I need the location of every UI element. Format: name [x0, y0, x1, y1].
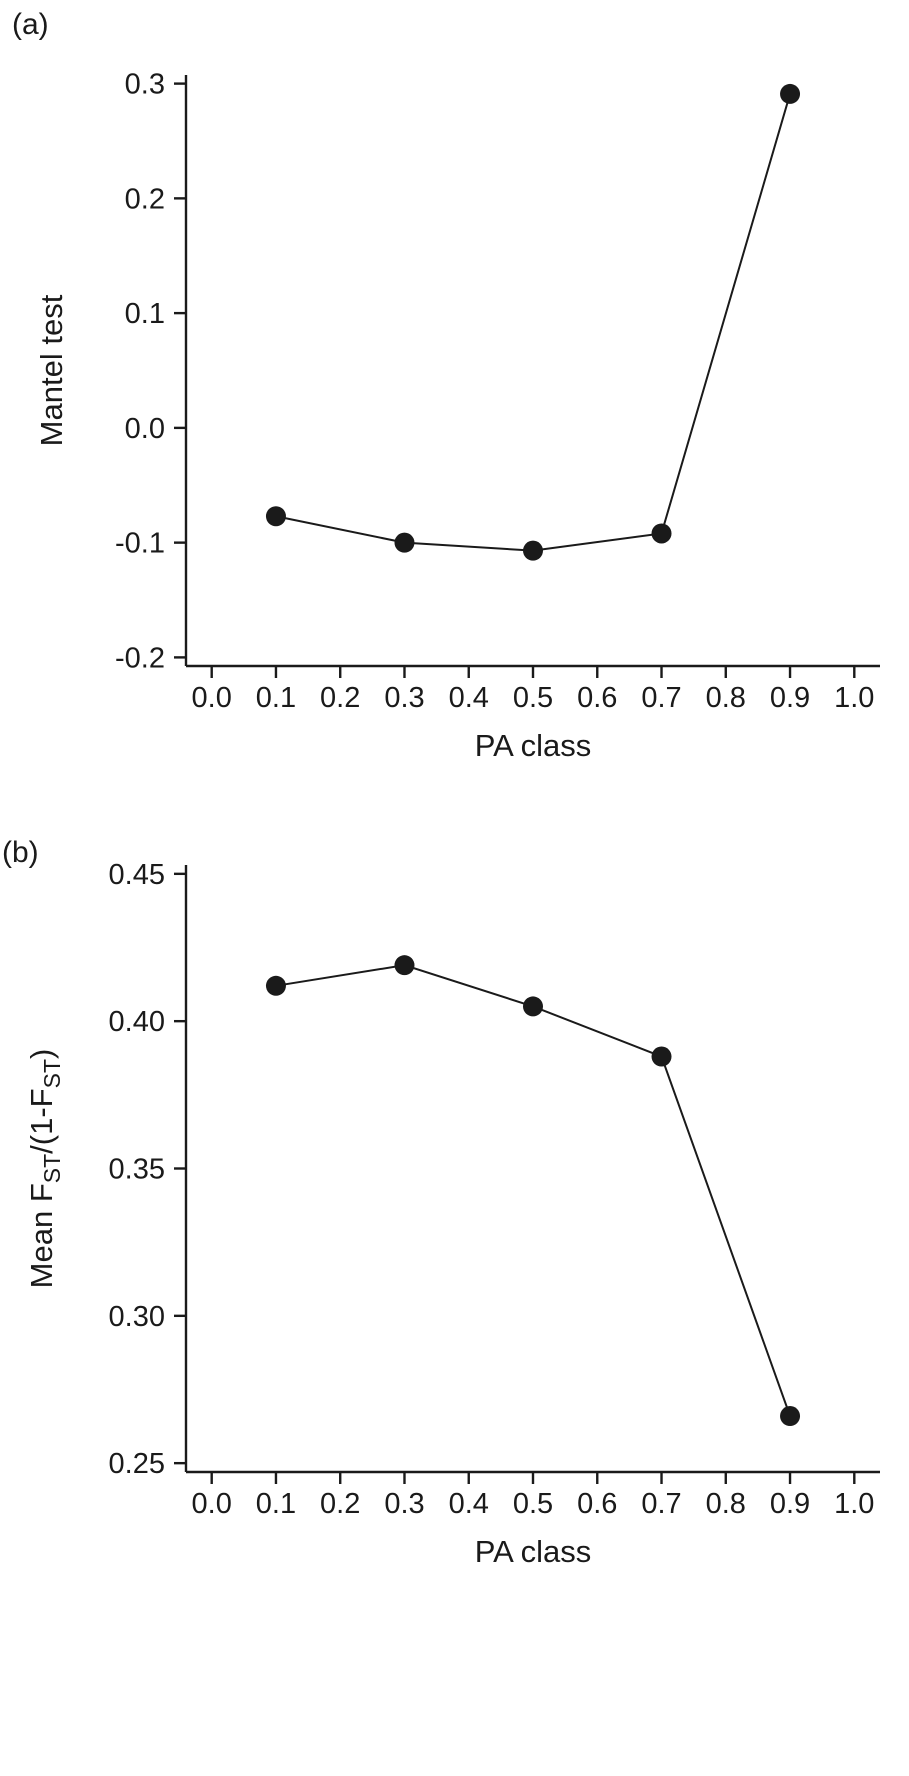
x-tick-label: 0.1 — [256, 1488, 296, 1520]
data-point — [394, 532, 415, 553]
x-tick-label: 0.0 — [192, 682, 232, 714]
data-point — [780, 1406, 801, 1427]
y-tick-label: -0.1 — [115, 528, 165, 560]
x-tick-label: 0.2 — [320, 1488, 360, 1520]
y-tick-label: 0.1 — [125, 298, 165, 330]
panel-b-label: (b) — [2, 836, 39, 869]
y-axis: 0.3 0.2 0.1 0.0 -0.1 -0.2 — [115, 69, 188, 674]
y-tick-label: 0.35 — [109, 1154, 165, 1186]
data-point — [523, 996, 543, 1017]
mantel-test-line-chart: 0.0 0.1 0.2 0.3 0.4 0.5 0.6 0.7 0.8 0.9 1.00.30.20… — [34, 69, 880, 763]
x-tick-label: 0.3 — [384, 682, 424, 714]
series-line — [275, 93, 791, 552]
x-tick-label: 0.4 — [449, 1488, 489, 1520]
x-tick-label: 0.7 — [641, 1488, 681, 1520]
x-axis-title: PA class — [475, 728, 592, 763]
x-tick-label: 0.9 — [770, 1488, 810, 1520]
data-point — [780, 83, 801, 104]
y-tick-label: 0.40 — [109, 1006, 165, 1038]
y-axis-title: Mantel test — [34, 294, 69, 446]
y-tick-label: 0.25 — [109, 1448, 165, 1480]
x-tick-label: 0.5 — [513, 1488, 553, 1520]
data-series — [265, 83, 801, 561]
x-tick-label: 1.0 — [834, 682, 874, 714]
x-tick-label: 0.5 — [513, 682, 553, 714]
panel-a: (a) 0.0 0.1 0.2 0.3 0.4 0.5 0.6 0.7 0.8 0.9 1.0 0.3… — [0, 0, 909, 812]
x-tick-label: 0.6 — [577, 1488, 617, 1520]
x-axis: 0.0 0.1 0.2 0.3 0.4 0.5 0.6 0.7 0.8 0.9 1.0 — [186, 1470, 880, 1520]
x-tick-label: 0.0 — [192, 1488, 232, 1520]
data-point — [651, 523, 672, 544]
series-line — [275, 964, 791, 1417]
panel-b: (b) 0.0 0.1 0.2 0.3 0.4 0.5 0.6 0.7 0.8 0.9 1.0 0.4… — [0, 812, 909, 1776]
data-series — [265, 955, 801, 1427]
data-point — [394, 955, 415, 976]
y-axis: 0.45 0.40 0.35 0.30 0.25 — [109, 859, 188, 1480]
panel-a-label: (a) — [12, 8, 49, 41]
x-tick-label: 0.6 — [577, 682, 617, 714]
x-tick-label: 0.3 — [384, 1488, 424, 1520]
y-tick-label: 0.30 — [109, 1301, 165, 1333]
y-tick-label: 0.45 — [109, 859, 165, 891]
data-point — [265, 975, 286, 996]
fst-line-chart: 0.0 0.1 0.2 0.3 0.4 0.5 0.6 0.7 0.8 0.9 1.00.450.4… — [24, 859, 880, 1569]
x-tick-label: 0.7 — [641, 682, 681, 714]
x-tick-label: 0.8 — [706, 1488, 746, 1520]
x-axis: 0.0 0.1 0.2 0.3 0.4 0.5 0.6 0.7 0.8 0.9 1.0 — [186, 664, 880, 714]
x-tick-label: 1.0 — [834, 1488, 874, 1520]
data-point — [523, 540, 543, 561]
y-axis-title: Mean FST/(1-FST) — [24, 1049, 65, 1289]
x-axis-title: PA class — [475, 1534, 592, 1569]
y-tick-label: -0.2 — [115, 642, 165, 674]
x-tick-label: 0.9 — [770, 682, 810, 714]
x-tick-label: 0.4 — [449, 682, 489, 714]
data-point — [265, 506, 286, 527]
y-tick-label: 0.0 — [125, 413, 165, 445]
x-tick-label: 0.1 — [256, 682, 296, 714]
y-tick-label: 0.3 — [125, 69, 165, 101]
data-point — [651, 1046, 672, 1067]
x-tick-label: 0.8 — [706, 682, 746, 714]
x-tick-label: 0.2 — [320, 682, 360, 714]
y-tick-label: 0.2 — [125, 183, 165, 215]
